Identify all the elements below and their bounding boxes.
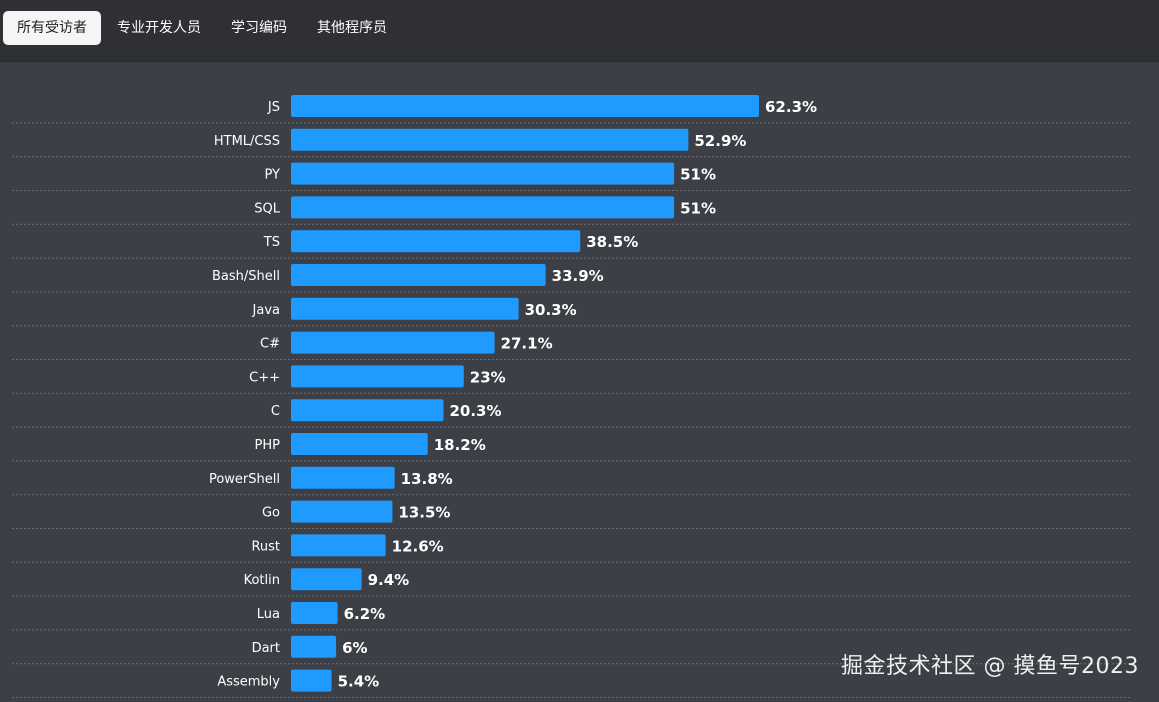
bar-assembly[interactable] — [291, 669, 332, 692]
category-label: Bash/Shell — [212, 269, 280, 284]
bar-sql[interactable] — [291, 196, 675, 219]
bar-powershell[interactable] — [291, 466, 395, 489]
bar-java[interactable] — [291, 297, 519, 320]
bar-bash-shell[interactable] — [291, 264, 546, 286]
value-label: 9.4% — [368, 571, 410, 589]
category-label: Kotlin — [244, 573, 280, 588]
category-label: Dart — [252, 641, 280, 656]
category-label: Rust — [251, 539, 280, 554]
value-label: 52.9% — [694, 132, 746, 150]
value-label: 6% — [342, 639, 367, 657]
value-label: 51% — [680, 166, 716, 184]
bar-py[interactable] — [291, 162, 675, 185]
chart-area: JS 62.3% HTML/CSS 52.9% PY 51% SQL 51% TS 38.5% Ba… — [0, 63, 1159, 702]
bar-php[interactable] — [291, 433, 428, 455]
tab-other-coders[interactable]: 其他程序员 — [317, 20, 387, 36]
category-label: Assembly — [217, 675, 280, 690]
category-label: PY — [265, 168, 281, 183]
bar-dart[interactable] — [291, 635, 337, 658]
category-label: SQL — [254, 201, 280, 216]
value-label: 27.1% — [501, 335, 553, 353]
value-label: 6.2% — [344, 605, 386, 623]
category-label: C — [271, 404, 280, 419]
bar-kotlin[interactable] — [291, 568, 362, 591]
language-usage-bar-chart: JS 62.3% HTML/CSS 52.9% PY 51% SQL 51% TS 38.5% Ba… — [12, 95, 1130, 698]
value-label: 5.4% — [338, 673, 380, 691]
value-label: 30.3% — [525, 301, 577, 319]
value-label: 13.5% — [398, 504, 450, 522]
value-label: 18.2% — [434, 436, 486, 454]
tab-learning-to-code[interactable]: 学习编码 — [231, 20, 287, 36]
bar-c-[interactable] — [291, 331, 495, 354]
category-label: Lua — [257, 607, 280, 622]
watermark-text: 掘金技术社区 @ 摸鱼号2023 — [841, 654, 1139, 679]
bar-go[interactable] — [291, 500, 393, 523]
value-label: 62.3% — [765, 98, 817, 116]
bar-lua[interactable] — [291, 602, 338, 624]
category-label: JS — [267, 100, 280, 115]
value-label: 38.5% — [586, 233, 638, 251]
respondent-tabs: 所有受访者 专业开发人员 学习编码 其他程序员 — [3, 11, 403, 45]
bar-c[interactable] — [291, 399, 444, 422]
tab-professional-developers[interactable]: 专业开发人员 — [117, 20, 201, 36]
category-label: HTML/CSS — [214, 134, 280, 149]
category-label: PHP — [255, 438, 281, 453]
bar-js[interactable] — [291, 95, 759, 117]
value-label: 12.6% — [392, 537, 444, 555]
filter-bar: 所有受访者 专业开发人员 学习编码 其他程序员 — [0, 0, 1159, 62]
category-label: C++ — [249, 370, 280, 385]
category-label: C# — [260, 337, 280, 352]
value-label: 51% — [680, 199, 716, 217]
category-label: PowerShell — [209, 472, 280, 487]
bar-c-[interactable] — [291, 365, 464, 388]
category-label: TS — [263, 235, 280, 250]
tab-all-respondents[interactable]: 所有受访者 — [3, 11, 101, 45]
bar-html-css[interactable] — [291, 128, 689, 151]
category-label: Go — [262, 506, 280, 521]
value-label: 33.9% — [552, 267, 604, 285]
bar-ts[interactable] — [291, 230, 581, 253]
value-label: 13.8% — [401, 470, 453, 488]
value-label: 20.3% — [449, 402, 501, 420]
category-label: Java — [252, 303, 280, 318]
bar-rust[interactable] — [291, 534, 386, 557]
value-label: 23% — [470, 368, 506, 386]
